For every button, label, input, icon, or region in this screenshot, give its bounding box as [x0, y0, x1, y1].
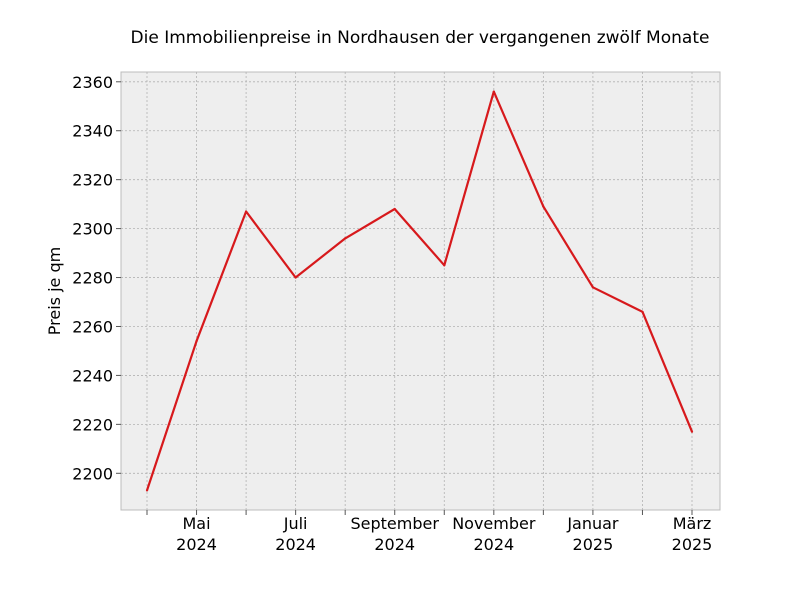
- y-tick-label: 2220: [72, 415, 113, 434]
- data-point: [641, 310, 644, 313]
- x-tick-label-month: Mai: [183, 514, 211, 533]
- series-line: [145, 90, 694, 491]
- axis-ticks: 2200 2220 2240 2260 2280 2300 2320 2340 2360 Mai 2…: [72, 73, 712, 554]
- x-tick-label-month: Januar: [566, 514, 619, 533]
- data-point: [492, 90, 495, 93]
- data-point: [542, 205, 545, 208]
- grid-lines: [121, 72, 720, 510]
- x-tick-label-year: 2024: [176, 535, 217, 554]
- x-tick-label-year: 2024: [374, 535, 415, 554]
- y-tick-label: 2340: [72, 122, 113, 141]
- x-tick-label-month: September: [351, 514, 440, 533]
- x-tick-label-year: 2024: [473, 535, 514, 554]
- chart-title: Die Immobilienpreise in Nordhausen der v…: [131, 28, 710, 48]
- data-point: [393, 207, 396, 211]
- data-point: [195, 340, 198, 343]
- x-tick-label-year: 2025: [573, 535, 614, 554]
- data-point: [344, 237, 347, 240]
- data-point: [690, 430, 694, 433]
- series-layer: [145, 90, 694, 492]
- data-point: [145, 489, 149, 492]
- x-tick-label-month: Juli: [283, 514, 308, 533]
- plot-area: [120, 71, 721, 511]
- x-tick-label-month: November: [452, 514, 536, 533]
- y-tick-label: 2320: [72, 171, 113, 190]
- data-point: [294, 276, 297, 279]
- y-tick-label: 2200: [72, 464, 113, 483]
- y-tick-label: 2300: [72, 220, 113, 239]
- y-tick-label: 2240: [72, 366, 113, 385]
- y-tick-label: 2280: [72, 269, 113, 288]
- y-axis-label: Preis je qm: [45, 247, 64, 335]
- y-tick-label: 2260: [72, 317, 113, 336]
- x-tick-label-month: März: [673, 514, 712, 533]
- x-tick-label-year: 2025: [672, 535, 713, 554]
- x-tick-label-year: 2024: [275, 535, 316, 554]
- data-point: [591, 286, 595, 289]
- y-tick-label: 2360: [72, 73, 113, 92]
- data-point: [244, 210, 248, 213]
- data-point: [443, 264, 446, 267]
